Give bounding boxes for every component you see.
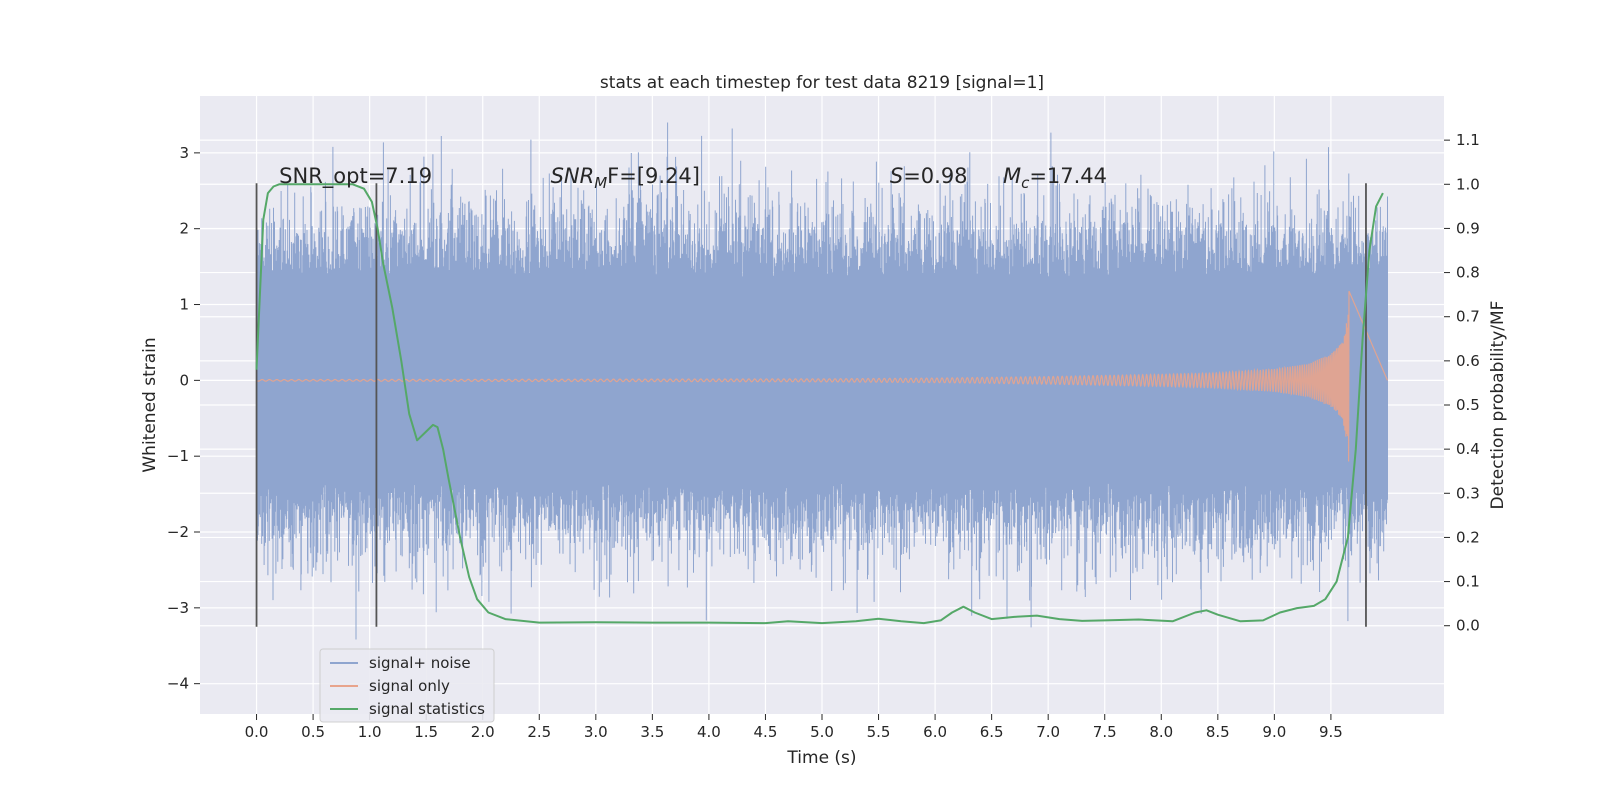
y-tick-label: −4 [167,675,189,693]
x-tick-label: 4.5 [754,723,778,741]
legend: signal+ noise signal only signal statist… [319,648,495,723]
x-tick-label: 0.5 [301,723,325,741]
signal-trace [256,290,1389,462]
y-tick-label: −3 [167,599,189,617]
y-tick-label: 2 [179,220,189,238]
y2-tick-label: 0.8 [1456,264,1480,282]
x-tick-label: 9.0 [1262,723,1286,741]
legend-box [319,648,495,723]
x-tick-label: 4.0 [697,723,721,741]
x-tick-label: 9.5 [1319,723,1343,741]
legend-label-signal: signal only [369,677,450,695]
annotation-1: SNRMF=[9.24] [551,164,700,192]
y2-ticks: 0.0 0.1 0.2 0.3 0.4 0.5 0.6 0.7 0.8 0.9 1.0 1.1 [1444,131,1480,635]
signal-only-series [256,290,1389,462]
y-tick-label: 3 [179,144,189,162]
y-axis-label: Whitened strain [140,337,160,472]
annotation-2: S=0.98 [890,164,968,188]
x-tick-label: 3.0 [584,723,608,741]
x-tick-label: 3.5 [640,723,664,741]
x-ticks: 0.0 0.5 1.0 1.5 2.0 2.5 3.0 3.5 4.0 4.5 5.0 5.5 6.0 6… [245,714,1343,741]
annotation-0: SNR_opt=7.19 [279,164,432,189]
x-tick-label: 8.5 [1206,723,1230,741]
x-axis-label: Time (s) [786,748,856,768]
annotations: SNR_opt=7.19 SNRMF=[9.24] S=0.98 Mc=17.44 [279,164,1107,192]
x-tick-label: 5.0 [810,723,834,741]
x-tick-label: 2.0 [471,723,495,741]
y2-tick-label: 0.2 [1456,528,1480,546]
x-tick-label: 1.0 [358,723,382,741]
annotation-3: Mc=17.44 [1003,164,1107,192]
y2-tick-label: 0.9 [1456,219,1480,237]
x-tick-label: 6.5 [980,723,1004,741]
signal-statistics-line [255,183,1384,625]
y2-tick-label: 0.7 [1456,308,1480,326]
x-tick-label: 8.0 [1149,723,1173,741]
signal-statistics-series [255,183,1384,625]
y2-tick-label: 0.6 [1456,352,1480,370]
y-tick-label: −1 [167,447,189,465]
legend-label-stats: signal statistics [369,700,485,718]
x-tick-label: 0.0 [245,723,269,741]
y2-tick-label: 0.0 [1456,617,1480,635]
x-tick-label: 6.0 [923,723,947,741]
y-tick-label: 0 [179,371,189,389]
legend-label-noise: signal+ noise [369,654,471,672]
x-tick-label: 2.5 [527,723,551,741]
y2-tick-label: 0.1 [1456,573,1480,591]
y-tick-label: 1 [179,296,189,314]
chart-title: stats at each timestep for test data 821… [600,73,1044,93]
y2-tick-label: 0.3 [1456,484,1480,502]
vertical-markers [255,183,1367,627]
y2-tick-label: 1.0 [1456,175,1480,193]
x-tick-label: 5.5 [867,723,891,741]
y2-tick-label: 0.4 [1456,440,1480,458]
x-tick-label: 7.0 [1036,723,1060,741]
y-ticks: −4 −3 −2 −1 0 1 2 3 [167,144,200,693]
y2-tick-label: 1.1 [1456,131,1480,149]
y2-tick-label: 0.5 [1456,396,1480,414]
x-tick-label: 7.5 [1093,723,1117,741]
y-tick-label: −2 [167,523,189,541]
y2-axis-label: Detection probability/MF [1488,301,1508,510]
x-tick-label: 1.5 [414,723,438,741]
